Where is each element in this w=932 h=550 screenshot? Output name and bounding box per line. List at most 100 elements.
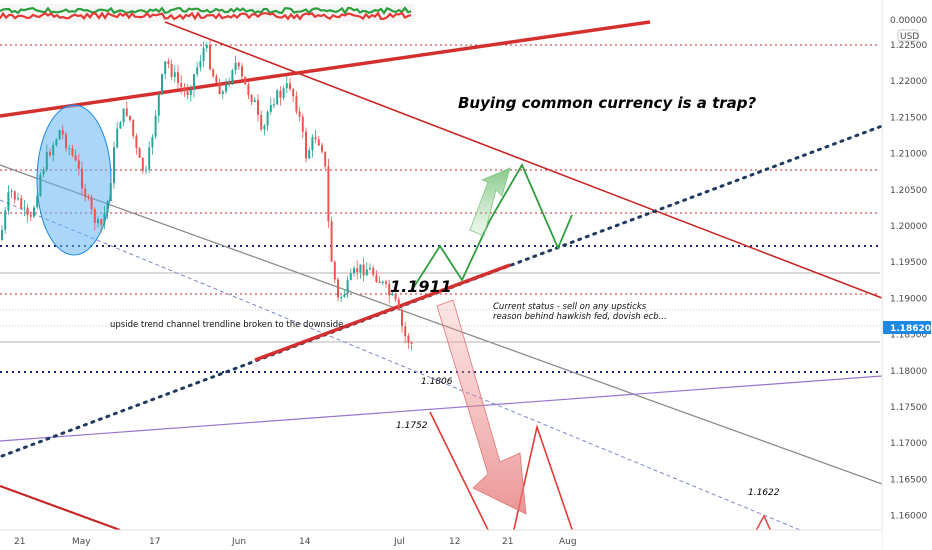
time-tick-label: May [72,537,91,547]
candle-body [138,148,141,158]
price-tick-label: 1.22500 [890,41,927,51]
price-axis-ticks: 1.22500 1.22000 1.21500 1.21000 1.20500 1.200… [890,41,927,522]
candle-body [58,130,61,140]
time-axis[interactable]: 21 May 17 Jun 14 Jul 12 21 Aug [0,529,882,550]
price-tick-label: 1.20500 [890,186,927,196]
red-down-arrow [436,299,527,515]
candle-body [93,209,96,223]
current-price-tag [883,321,931,334]
candle-body [113,147,115,184]
candle-body [215,76,218,83]
candle-body [193,74,195,90]
candle-body [109,183,112,201]
candle-body [388,283,391,296]
candle-body [157,94,160,116]
time-tick-label: Jun [231,537,246,547]
candle-body [29,214,32,217]
oscillator-background [0,4,415,22]
candle-body [346,279,349,295]
status-note-line2: reason behind hawkish fed, dovish ecb... [493,312,667,322]
candle-body [81,168,83,189]
candle-body [410,342,413,344]
candle-body [10,191,13,193]
currency-badge-box[interactable] [897,29,919,42]
price-tick-label: 1.21000 [890,150,927,160]
candle-body [74,155,77,161]
candle-body [132,119,135,136]
level-label-1806: 1.1806 [421,377,453,387]
candle-body [397,299,400,311]
price-tick-label: 1.20000 [890,222,927,232]
candle-body [154,115,157,137]
candle-body [362,264,365,276]
candle-body [269,105,272,112]
oscillator-strip [0,4,415,22]
price-axis[interactable]: 0.00000 1.22500 1.22000 1.21500 1.21000 1.20… [881,0,932,550]
trendline-note: upside trend channel trendline broken to… [110,320,343,330]
time-tick-label: 21 [502,537,513,547]
candle-body [141,157,144,171]
candle-body [228,82,231,85]
candle-body [161,74,163,95]
candle-body [381,281,384,283]
candle-body [125,108,128,116]
candle-body [77,160,80,169]
candle-body [221,91,224,95]
red-rising-upper-channel-line [0,20,651,118]
candle-body [183,87,186,92]
red-broken-trendline-segment [254,263,511,362]
candle-body [241,66,243,77]
candle-body [343,294,346,297]
candle-body [177,72,179,83]
currency-badge[interactable]: USD [900,32,919,42]
candle-body [369,268,371,270]
time-tick-label: Aug [559,537,577,547]
green-up-arrow [469,167,511,237]
candle-body [209,45,211,70]
price-tick-label: 1.19500 [890,258,927,268]
candle-body [353,268,355,274]
candle-body [285,83,288,89]
candle-body [49,152,51,156]
candle-body [151,136,154,148]
candle-body [122,108,125,123]
chart-title: Buying common currency is a trap? [458,94,757,112]
candle-body [45,152,48,170]
candle-body [340,297,343,298]
candle-body [314,137,317,140]
price-axis-top-value: 0.00000 [890,16,927,26]
candle-body [263,125,266,130]
price-tick-label: 1.18500 [890,331,927,341]
price-tick-label: 1.18000 [890,367,927,377]
candle-body [276,90,279,105]
grey-descending-trendline [0,164,883,485]
level-label-1911: 1.1911 [390,277,452,296]
navy-dotted-rising-trendline [0,124,884,458]
candle-body [333,261,336,280]
candle-body [289,83,291,89]
candle-body [106,201,109,213]
candle-body [119,122,122,129]
candle-body [7,192,10,211]
price-tick-label: 1.16500 [890,475,927,485]
candle-body [4,210,7,230]
candle-body [186,91,189,95]
red-lower-left-diagonal [0,484,121,532]
candle-body [199,61,202,68]
candle-body [250,95,253,102]
candle-body [212,69,215,77]
candle-body [266,111,269,126]
time-tick-label: 14 [299,537,311,547]
lavender-dashed-trendline [0,199,801,531]
candle-body [23,207,26,209]
candle-body [394,293,397,300]
candle-body [218,82,221,95]
candle-body [164,61,167,75]
candle-body [225,84,227,92]
candle-body [359,264,362,273]
price-tick-label: 1.17500 [890,403,927,413]
candle-body [87,196,90,198]
time-tick-label: 17 [149,537,160,547]
candle-body [145,169,147,171]
